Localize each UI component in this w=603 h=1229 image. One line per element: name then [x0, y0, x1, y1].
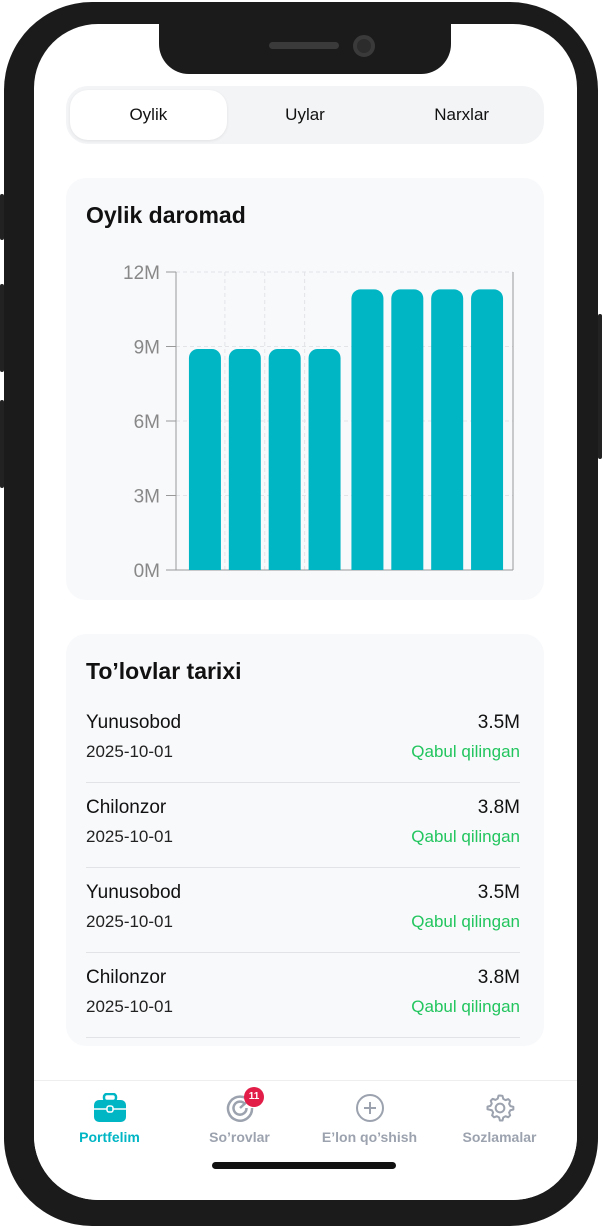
plus-circle-icon: [355, 1094, 384, 1122]
tab-oylik[interactable]: Oylik: [70, 90, 227, 140]
nav-label: E’lon qo’shish: [321, 1129, 418, 1145]
notch: [159, 24, 451, 74]
nav-portfelim[interactable]: Portfelim: [42, 1093, 177, 1145]
payment-status: Qabul qilingan: [411, 997, 520, 1016]
bottom-nav: Portfelim 11 So’rovlar E’lon qo’shish So…: [34, 1080, 577, 1200]
income-chart: 0M 3M 6M 9M 12M: [123, 263, 514, 582]
payment-name: Chilonzor: [86, 967, 167, 988]
payments-title: To’lovlar tarixi: [86, 658, 242, 684]
nav-label: So’rovlar: [209, 1129, 270, 1145]
y-tick-label: 6M: [134, 412, 160, 433]
payment-amount: 3.8M: [477, 797, 520, 818]
bar: [188, 348, 221, 570]
payment-date: 2025-10-01: [86, 997, 173, 1016]
nav-label: Sozlamalar: [462, 1129, 537, 1145]
payment-status: Qabul qilingan: [411, 742, 520, 761]
payment-row[interactable]: Yunusobod 2025-10-01 3.5M Qabul qilingan: [86, 698, 520, 783]
nav-elon-qoshish[interactable]: E’lon qo’shish: [302, 1093, 437, 1145]
nav-label: Portfelim: [79, 1129, 140, 1145]
payment-status: Qabul qilingan: [411, 827, 520, 846]
payment-name: Yunusobod: [86, 712, 182, 733]
payment-date: 2025-10-01: [86, 912, 173, 931]
bar: [228, 348, 261, 570]
income-title: Oylik daromad: [86, 202, 246, 228]
payment-row[interactable]: Chilonzor 2025-10-01 3.8M Qabul qilingan: [86, 783, 520, 868]
y-tick-label: 3M: [134, 487, 160, 508]
bar: [391, 289, 424, 570]
payment-name: Yunusobod: [86, 882, 182, 903]
y-tick-label: 0M: [134, 561, 160, 582]
payment-amount: 3.5M: [477, 712, 520, 733]
payment-amount: 3.5M: [477, 882, 520, 903]
tab-uylar[interactable]: Uylar: [285, 105, 325, 124]
payment-date: 2025-10-01: [86, 827, 173, 846]
y-tick-label: 9M: [134, 338, 160, 359]
payment-date: 2025-10-01: [86, 742, 173, 761]
gear-icon: [486, 1094, 514, 1122]
segmented-tabs: Oylik Uylar Narxlar: [66, 86, 544, 144]
payments-card: To’lovlar tarixi Yunusobod 2025-10-01 3.5M…: [66, 634, 544, 1046]
bar: [268, 348, 301, 570]
payment-row[interactable]: Yunusobod 2025-10-01 3.5M Qabul qilingan: [86, 868, 520, 953]
bar: [308, 348, 341, 570]
nav-sozlamalar[interactable]: Sozlamalar: [432, 1093, 567, 1145]
payment-status: Qabul qilingan: [411, 912, 520, 931]
bar: [471, 289, 504, 570]
home-indicator[interactable]: [212, 1162, 396, 1169]
notification-badge: 11: [244, 1087, 264, 1107]
bar: [351, 289, 384, 570]
y-tick-label: 12M: [123, 263, 160, 284]
tab-narxlar[interactable]: Narxlar: [434, 105, 490, 124]
screen: Oylik Uylar Narxlar Oylik daromad 0M 3M 6M…: [34, 24, 577, 1200]
bar: [431, 289, 464, 570]
nav-sorovlar[interactable]: 11 So’rovlar: [172, 1087, 307, 1145]
income-card: Oylik daromad 0M 3M 6M 9M 12M: [66, 178, 544, 600]
payment-row[interactable]: Chilonzor 2025-10-01 3.8M Qabul qilingan: [86, 953, 520, 1038]
briefcase-icon: [93, 1093, 126, 1122]
payment-amount: 3.8M: [477, 967, 520, 988]
payment-name: Chilonzor: [86, 797, 167, 818]
